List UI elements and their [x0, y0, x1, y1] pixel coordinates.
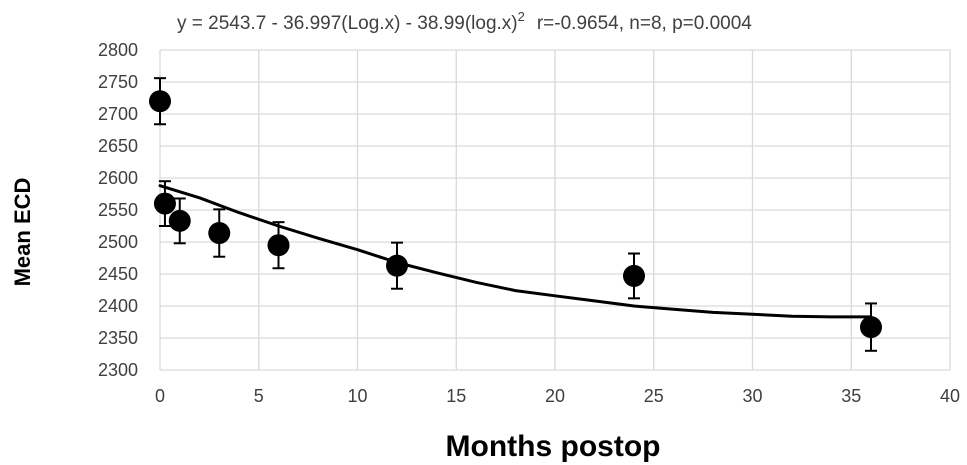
trendline-group: [158, 184, 873, 319]
y-tick-label: 2750: [98, 72, 138, 92]
x-tick-label: 0: [155, 386, 165, 406]
data-point: [860, 316, 882, 339]
x-tick-label: 40: [940, 386, 960, 406]
grid: [159, 49, 951, 371]
data-point: [208, 222, 231, 245]
y-tick-label: 2800: [98, 40, 138, 60]
data-point: [623, 264, 645, 287]
y-tick-label: 2700: [98, 104, 138, 124]
data-point: [267, 234, 290, 257]
y-axis-title: Mean ECD: [10, 178, 35, 287]
x-tick-label: 35: [841, 386, 861, 406]
y-tick-label: 2450: [98, 264, 138, 284]
data-point: [149, 90, 171, 113]
data-point: [168, 209, 191, 232]
y-tick-label: 2600: [98, 168, 138, 188]
x-tick-label: 25: [644, 386, 664, 406]
y-tick-label: 2500: [98, 232, 138, 252]
x-tick-label: 30: [742, 386, 762, 406]
data-point: [153, 192, 176, 215]
trendline: [158, 184, 873, 319]
y-tick-label: 2650: [98, 136, 138, 156]
x-axis-title: Months postop: [446, 430, 661, 463]
x-tick-label: 5: [254, 386, 264, 406]
y-tick-label: 2400: [98, 296, 138, 316]
x-tick-label: 20: [545, 386, 565, 406]
x-tick-label: 10: [347, 386, 367, 406]
chart-equation: y = 2543.7 - 36.997(Log.x) - 38.99(log.x…: [177, 9, 752, 34]
data-points: [149, 77, 882, 352]
y-tick-label: 2550: [98, 200, 138, 220]
x-tick-label: 15: [446, 386, 466, 406]
data-point: [386, 254, 408, 277]
tick-labels: 2300235024002450250025502600265027002750…: [98, 40, 960, 406]
y-tick-label: 2350: [98, 328, 138, 348]
y-tick-label: 2300: [98, 360, 138, 380]
